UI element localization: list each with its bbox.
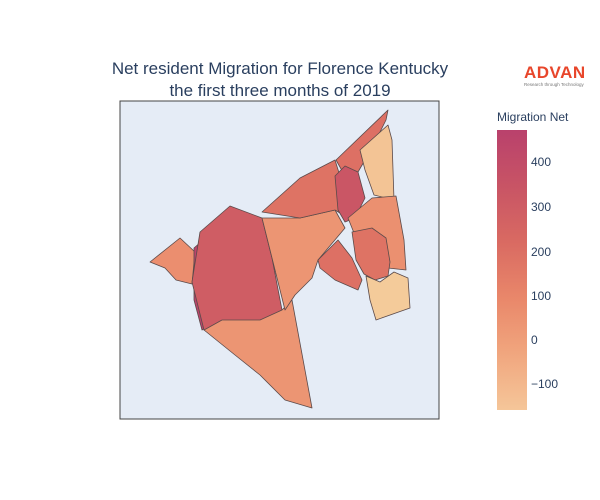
colorbar-tick-300: 300 [531,200,552,214]
map-title-line-2: the first three months of 2019 [169,81,391,100]
region-south-area[interactable] [203,299,313,409]
colorbar-title: Migration Net [497,110,569,124]
region-west-outlier[interactable] [149,237,196,285]
map-title-line-1: Net resident Migration for Florence Kent… [111,59,449,78]
colorbar-tick-400: 400 [531,155,552,169]
colorbar-tick-100: 100 [531,289,552,303]
logo-wordmark: ADVAN [524,63,586,82]
region-east-small-left[interactable] [317,239,363,291]
advan-logo: ADVAN Research through Technology [524,64,594,94]
region-east-bottom[interactable] [365,271,411,321]
colorbar-tick-0: 0 [531,333,538,347]
logo-tagline: Research through Technology [524,82,584,87]
colorbar-tick-minus-100: −100 [531,377,559,391]
colorbar-tick-200: 200 [531,245,552,259]
colorbar-gradient [497,130,527,410]
map-title: Net resident Migration for Florence Kent… [60,58,500,102]
